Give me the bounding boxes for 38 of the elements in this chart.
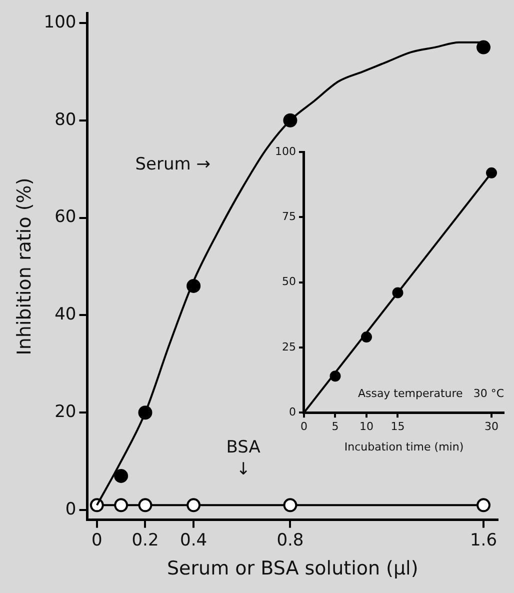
point — [114, 468, 128, 483]
x-axis-title: Serum or BSA solution (μl) — [167, 558, 418, 580]
annotation: BSA ↓ — [226, 437, 261, 480]
x-tick-label: 0.2 — [132, 530, 159, 550]
x-tick-label: 5 — [332, 420, 339, 434]
y-axis-title: Inhibition ratio (%) — [13, 178, 36, 356]
point — [476, 498, 491, 512]
y-tick-label: 60 — [54, 207, 76, 228]
point — [138, 406, 152, 420]
y-tick-label: 100 — [274, 144, 296, 158]
point — [138, 498, 152, 512]
point — [186, 278, 201, 293]
x-tick-label: 30 — [484, 420, 498, 434]
annotation: Assay temperature 30 °C — [358, 387, 504, 400]
y-tick-label: 75 — [282, 210, 296, 224]
point — [283, 498, 298, 512]
y-tick-label: 20 — [54, 402, 76, 422]
point — [114, 498, 128, 512]
y-tick-label: 100 — [44, 12, 76, 32]
point — [186, 498, 201, 512]
point — [486, 167, 497, 178]
point — [283, 113, 298, 128]
y-tick-label: 80 — [54, 110, 76, 130]
y-tick-label: 25 — [282, 340, 296, 354]
x-tick-label: 0 — [92, 530, 102, 550]
y-tick-label: 50 — [282, 275, 296, 288]
annotation: Serum → — [135, 154, 210, 175]
point — [476, 40, 491, 54]
x-tick-label: 10 — [359, 420, 374, 434]
y-tick-label: 0 — [288, 405, 296, 418]
y-tick-label: 0 — [65, 499, 76, 520]
x-tick-label: 0.4 — [180, 530, 208, 550]
x-tick-label: 1.6 — [470, 530, 498, 550]
x-tick-label: 15 — [390, 420, 405, 434]
x-axis-title: Incubation time (min) — [344, 440, 464, 454]
x-tick-label: 0.8 — [276, 530, 304, 550]
x-tick-label: 0 — [300, 420, 308, 434]
y-tick-label: 40 — [54, 304, 76, 325]
